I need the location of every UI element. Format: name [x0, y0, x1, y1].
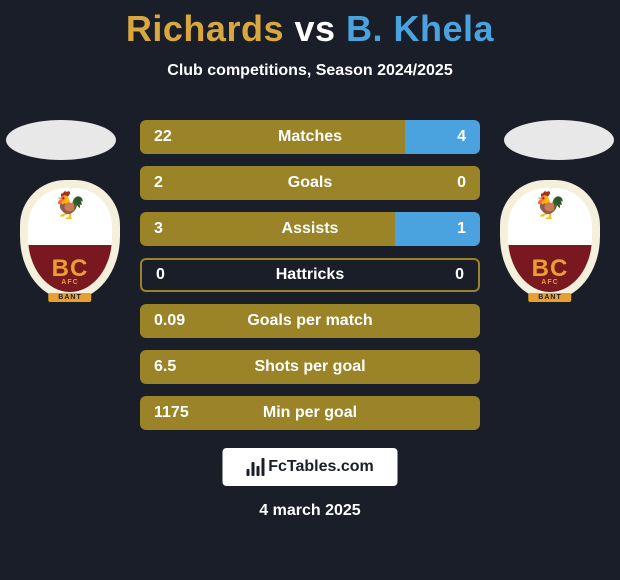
stat-label: Hattricks [142, 266, 478, 284]
stat-row: 31Assists [140, 212, 480, 246]
stat-label: Goals [140, 174, 480, 192]
player1-club-badge: 🐓 BC AFC BANT [20, 180, 120, 300]
stat-label: Goals per match [140, 312, 480, 330]
rooster-icon: 🐓 [54, 192, 86, 218]
badge-banner: BANT [48, 293, 91, 302]
date-label: 4 march 2025 [0, 502, 620, 520]
stat-label: Min per goal [140, 404, 480, 422]
badge-afc: AFC [508, 279, 592, 286]
player2-silhouette [504, 120, 614, 160]
vs-text: vs [294, 8, 335, 49]
player2-name: B. Khela [346, 8, 494, 49]
stat-row: 224Matches [140, 120, 480, 154]
chart-icon [246, 458, 264, 476]
player1-name: Richards [126, 8, 284, 49]
badge-bc: BC [532, 255, 569, 283]
stat-row: 00Hattricks [140, 258, 480, 292]
site-name: FcTables.com [268, 458, 374, 476]
badge-banner: BANT [528, 293, 571, 302]
player1-silhouette [6, 120, 116, 160]
player2-club-badge: 🐓 BC AFC BANT [500, 180, 600, 300]
stat-label: Shots per goal [140, 358, 480, 376]
stats-bars: 224Matches 20Goals 31Assists 00Hattricks 0.0… [140, 120, 480, 442]
stat-label: Matches [140, 128, 480, 146]
rooster-icon: 🐓 [534, 192, 566, 218]
badge-afc: AFC [28, 279, 112, 286]
stat-row: 1175Min per goal [140, 396, 480, 430]
stat-label: Assists [140, 220, 480, 238]
comparison-title: Richards vs B. Khela [0, 0, 620, 50]
stat-row: 20Goals [140, 166, 480, 200]
subtitle: Club competitions, Season 2024/2025 [0, 62, 620, 80]
stat-row: 0.09Goals per match [140, 304, 480, 338]
site-badge: FcTables.com [223, 448, 398, 486]
stat-row: 6.5Shots per goal [140, 350, 480, 384]
badge-bc: BC [52, 255, 89, 283]
